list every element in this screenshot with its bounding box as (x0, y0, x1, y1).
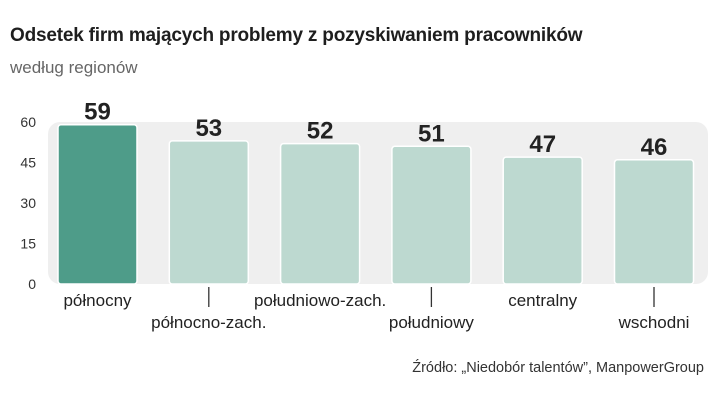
plot-background (48, 122, 708, 284)
data-label: 53 (195, 115, 222, 142)
bar (613, 159, 695, 285)
source-note: Źródło: „Niedobór talentów”, ManpowerGro… (412, 360, 704, 376)
bar (502, 156, 583, 285)
data-label: 46 (641, 134, 668, 161)
data-label: 47 (529, 131, 556, 158)
y-tick-label: 30 (20, 195, 36, 211)
category-label: północny (63, 291, 132, 310)
category-label: południowy (389, 313, 475, 332)
bar (168, 140, 250, 285)
bar (279, 142, 361, 285)
category-label: centralny (508, 291, 577, 310)
chart-title: Odsetek firm mających problemy z pozyski… (10, 25, 583, 46)
data-label: 59 (84, 99, 111, 126)
y-tick-label: 15 (20, 236, 36, 252)
bar (391, 145, 472, 285)
bar (57, 123, 138, 285)
category-label: wschodni (618, 313, 690, 332)
data-label: 52 (307, 118, 334, 145)
chart-subtitle: według regionów (10, 58, 138, 77)
y-tick-label: 45 (20, 155, 36, 171)
y-tick-label: 60 (20, 114, 36, 130)
y-tick-label: 0 (28, 276, 36, 292)
category-label: południowo-zach. (254, 291, 386, 310)
data-label: 51 (418, 120, 445, 147)
category-label: północno-zach. (151, 313, 266, 332)
